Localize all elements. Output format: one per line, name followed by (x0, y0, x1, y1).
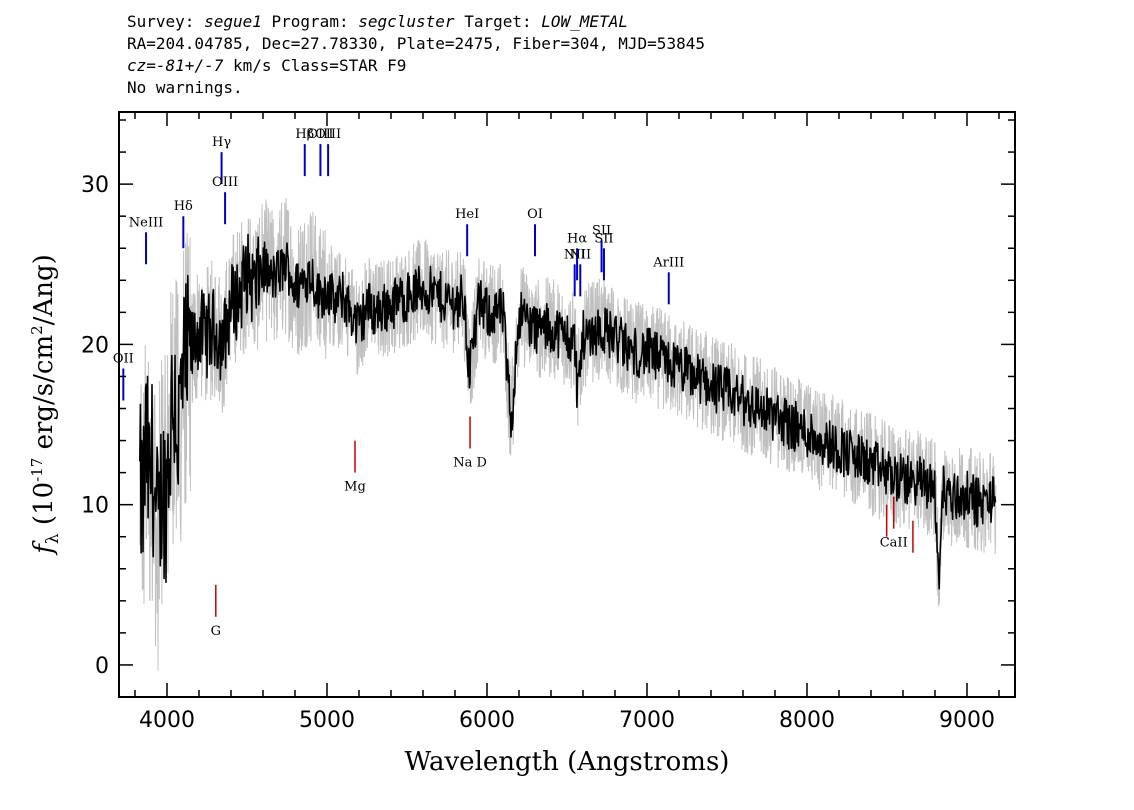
emission-line-label: HeI (455, 207, 479, 222)
emission-line-label: NII (569, 247, 591, 262)
x-tick-label: 5000 (299, 708, 355, 733)
emission-line-label: SII (594, 231, 613, 246)
absorption-line-label: G (211, 624, 221, 639)
x-tick-label: 6000 (459, 708, 515, 733)
x-tick-label: 9000 (939, 708, 995, 733)
spectrum-header: Survey: segue1 Program: segcluster Targe… (127, 11, 1117, 99)
emission-line-label: ArIII (652, 255, 684, 270)
x-tick-label: 4000 (139, 708, 195, 733)
header-line-survey: Survey: segue1 Program: segcluster Targe… (127, 11, 1117, 33)
cz-unit-class: km/s Class=STAR F9 (223, 56, 407, 75)
program-value: segcluster (358, 12, 455, 31)
emission-line-label: OIII (315, 127, 341, 142)
emission-line-label: OI (527, 207, 543, 222)
noise-band (139, 197, 997, 671)
x-axis-title: Wavelength (Angstroms) (405, 747, 730, 777)
emission-line-label: OII (113, 351, 134, 366)
header-line-coords: RA=204.04785, Dec=27.78330, Plate=2475, … (127, 34, 705, 53)
x-tick-label: 8000 (779, 708, 835, 733)
target-label: Target: (464, 12, 532, 31)
cz-label: cz= (127, 56, 156, 75)
emission-line-label: Hα (567, 231, 587, 246)
y-axis-title: fλ (10-17 erg/s/cm2/Ang) (28, 254, 63, 556)
noise-series (139, 197, 997, 671)
y-tick-label: 30 (81, 173, 109, 198)
emission-line-label: Hβ (295, 127, 314, 142)
absorption-line-label: Mg (344, 480, 366, 495)
header-line-redshift: cz=-81+/-7 km/s Class=STAR F9 (127, 55, 1117, 77)
program-label: Program: (271, 12, 349, 31)
emission-line-label: SII (592, 223, 611, 238)
plot-frame (118, 111, 1016, 698)
emission-line-label: NeIII (129, 215, 163, 230)
emission-line-label: NII (564, 247, 586, 262)
emission-line-label: OIII (307, 127, 333, 142)
x-tick-label: 7000 (619, 708, 675, 733)
emission-line-label: Hγ (212, 135, 231, 150)
header-line-warnings: No warnings. (127, 78, 243, 97)
axis-ticks: 4000 5000 6000 7000 8000 9000 0 10 20 30 (81, 112, 1015, 733)
y-tick-label: 20 (81, 333, 109, 358)
survey-label: Survey: (127, 12, 195, 31)
emission-line-label: OIII (212, 175, 238, 190)
survey-value: segue1 (204, 12, 262, 31)
flux-series (139, 233, 997, 590)
emission-line-label: Hδ (174, 199, 193, 214)
y-tick-label: 10 (81, 494, 109, 519)
flux-layer (139, 233, 997, 590)
cz-value: -81+/-7 (155, 56, 224, 75)
y-tick-label: 0 (95, 654, 109, 679)
target-value: LOW_METAL (541, 12, 628, 31)
absorption-line-label: Na D (453, 456, 487, 471)
absorption-line-label: CaII (880, 536, 908, 551)
